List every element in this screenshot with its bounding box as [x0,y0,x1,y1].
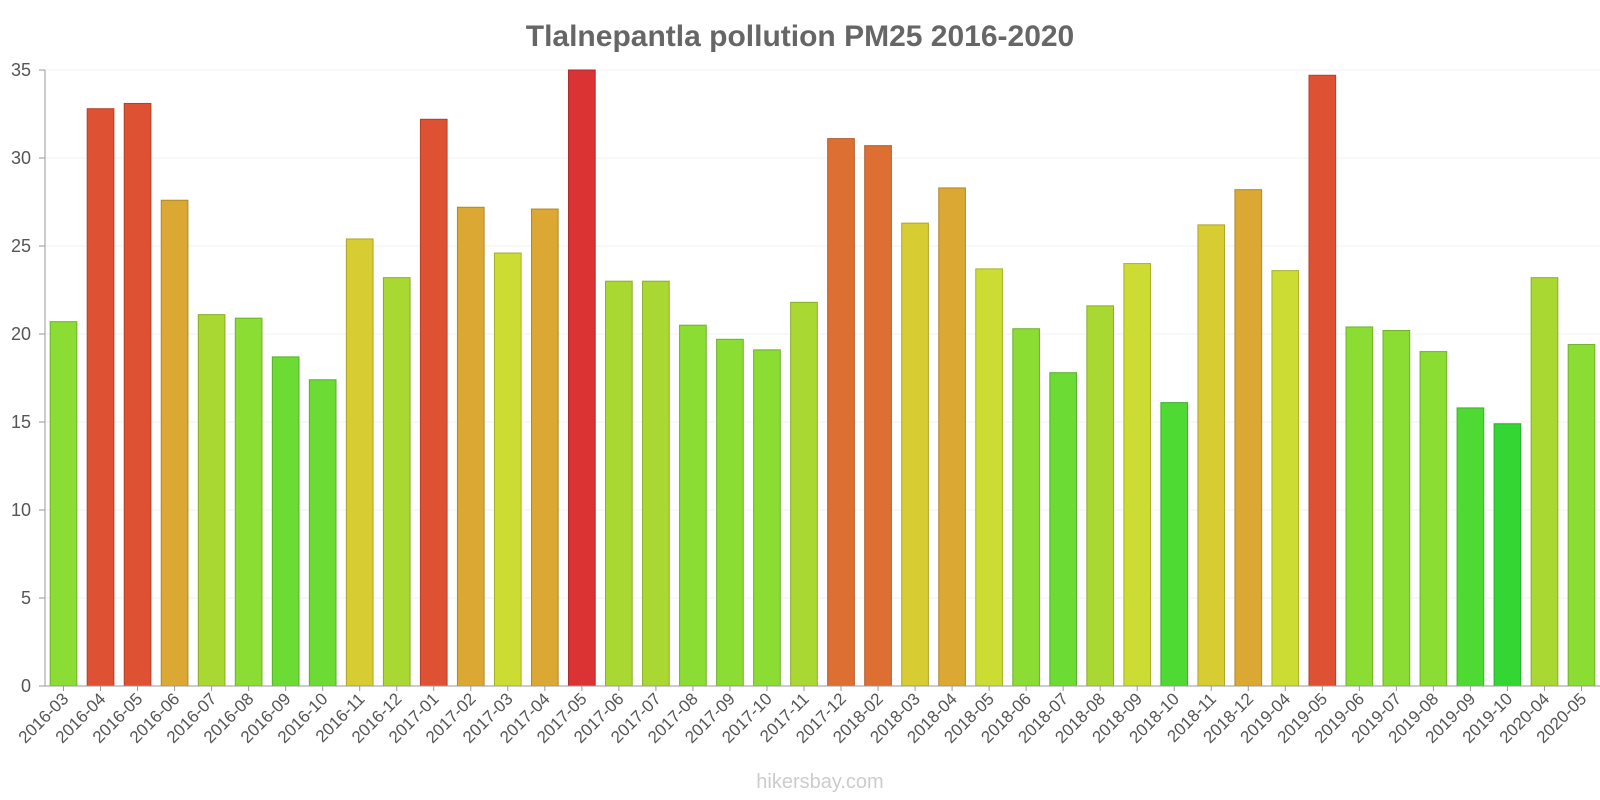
bar-2018-03 [901,222,929,687]
bar-2018-02 [864,145,892,687]
bar-2016-05 [123,102,152,687]
bar-2017-12 [827,138,855,687]
bar-2018-09 [1123,263,1152,687]
bar-2018-05 [975,268,1003,687]
bars [49,69,1596,687]
bar-2018-08 [1086,305,1115,687]
bar-2016-12 [382,277,411,687]
bar-2018-04 [938,187,966,687]
y-tick-label: 35 [11,60,31,80]
grid-lines [45,69,1600,599]
bar-2016-11 [345,238,374,687]
bar-2017-05 [568,69,596,687]
bar-2019-06 [1345,326,1374,687]
y-tick-label: 20 [11,324,31,344]
y-tick-label: 5 [21,588,31,608]
y-tick-label: 30 [11,148,31,168]
y-tick-label: 0 [21,676,31,696]
bar-2016-08 [234,317,263,687]
bar-2019-10 [1493,423,1522,687]
bar-2020-04 [1530,277,1559,687]
bar-2018-11 [1197,224,1226,687]
bar-2016-06 [160,199,189,687]
bar-2018-12 [1234,189,1263,687]
bar-2017-08 [679,324,707,687]
bar-2017-04 [530,208,559,687]
bar-2016-07 [197,314,226,687]
bar-2016-10 [308,379,337,687]
bar-2018-07 [1049,372,1077,687]
bar-2017-09 [716,338,744,687]
bar-2017-10 [753,349,781,687]
bar-2019-07 [1382,329,1411,687]
y-tick-label: 15 [11,412,31,432]
bar-2016-09 [271,356,300,687]
bar-2017-11 [790,301,818,687]
bar-2016-04 [86,108,115,687]
bar-2020-05 [1567,344,1596,687]
bar-2019-04 [1271,270,1300,687]
y-tick-label: 10 [11,500,31,520]
credit-text: hikersbay.com [756,771,883,793]
y-axis-ticks: 0 5 10 15 20 25 30 35 [11,60,45,696]
chart-title: Tlalnepantla pollution PM25 2016-2020 [526,20,1075,53]
bar-2017-02 [456,206,485,687]
bar-2017-07 [642,280,670,687]
x-axis-ticks: 2016-032016-042016-052016-062016-072016-… [15,686,1590,747]
y-tick-label: 25 [11,236,31,256]
bar-2017-06 [605,280,633,687]
bar-2019-05 [1308,74,1337,687]
bar-2019-08 [1419,351,1448,687]
bar-2018-10 [1160,402,1189,687]
bar-2017-01 [419,118,448,687]
bar-2019-09 [1456,407,1485,687]
bar-2018-06 [1012,328,1040,687]
bar-2016-03 [49,321,78,687]
bar-2017-03 [493,252,522,687]
